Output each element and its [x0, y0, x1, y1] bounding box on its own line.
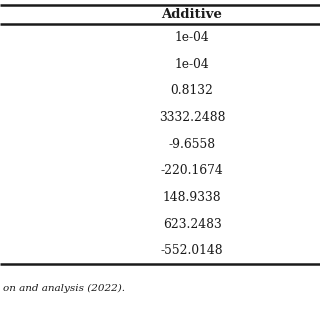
Text: -9.6558: -9.6558	[168, 138, 216, 150]
Text: 1e-04: 1e-04	[175, 31, 209, 44]
Text: 0.8132: 0.8132	[171, 84, 213, 97]
Text: Additive: Additive	[162, 8, 222, 21]
Text: on and analysis (2022).: on and analysis (2022).	[3, 284, 125, 292]
Text: 148.9338: 148.9338	[163, 191, 221, 204]
Text: 623.2483: 623.2483	[163, 218, 221, 230]
Text: 3332.2488: 3332.2488	[159, 111, 225, 124]
Text: 1e-04: 1e-04	[175, 58, 209, 70]
Text: -220.1674: -220.1674	[161, 164, 223, 177]
Text: -552.0148: -552.0148	[161, 244, 223, 257]
